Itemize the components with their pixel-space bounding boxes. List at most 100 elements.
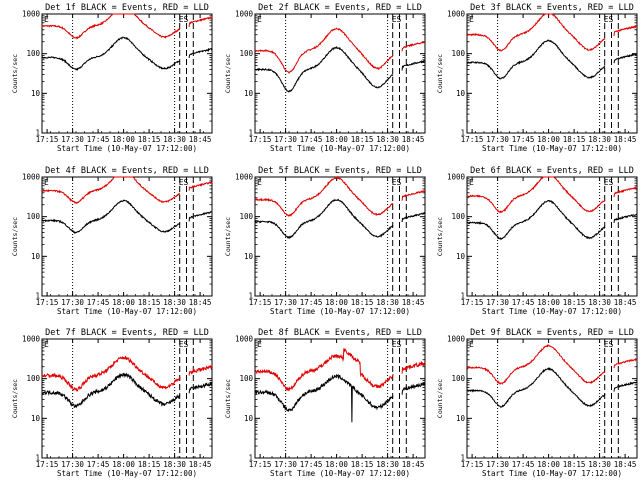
x-tick-label: 18:00 (112, 460, 135, 469)
panel-2: Det 2f BLACK = Events, RED = LLD 1 10 100 10… (224, 3, 426, 153)
flag-label: ES (604, 178, 614, 187)
y-tick-label: 1 (35, 454, 40, 463)
x-axis-label: Start Time (10-May-07 17:12:00) (270, 307, 410, 316)
x-tick-label: 17:15 (461, 135, 484, 144)
x-tick-label: 17:15 (36, 460, 59, 469)
x-tick-label: 17:15 (36, 135, 59, 144)
x-tick-label: 17:45 (512, 460, 535, 469)
y-tick-label: 1000 (235, 10, 254, 19)
x-axis-label: Start Time (10-May-07 17:12:00) (482, 469, 622, 478)
panel-title: Det 5f BLACK = Events, RED = LLD (258, 166, 422, 176)
x-tick-label: 17:30 (61, 298, 84, 307)
x-axis-label: Start Time (10-May-07 17:12:00) (57, 469, 197, 478)
x-tick-label: 17:15 (461, 460, 484, 469)
x-tick-label: 18:15 (351, 135, 374, 144)
y-axis-label: Counts/sec (11, 54, 19, 93)
x-tick-label: 18:45 (402, 135, 425, 144)
x-tick-label: 17:45 (300, 135, 323, 144)
flag-label: ES (604, 340, 614, 349)
y-tick-label: 10 (244, 89, 254, 98)
y-tick-label: 1000 (235, 335, 254, 344)
x-tick-label: 17:30 (274, 460, 297, 469)
x-tick-label: 17:15 (36, 298, 59, 307)
x-tick-label: 18:00 (112, 298, 135, 307)
x-tick-label: 18:30 (588, 135, 611, 144)
panel-title: Det 8f BLACK = Events, RED = LLD (258, 328, 422, 338)
x-tick-label: 17:45 (300, 460, 323, 469)
y-axis-label: Counts/sec (224, 54, 232, 93)
flag-label: E (469, 340, 474, 349)
y-tick-label: 1 (248, 129, 253, 138)
panel-title: Det 4f BLACK = Events, RED = LLD (45, 166, 209, 176)
x-tick-label: 18:30 (588, 460, 611, 469)
y-tick-label: 100 (239, 374, 253, 383)
y-axis-label: Counts/sec (11, 379, 19, 418)
x-tick-label: 18:45 (402, 460, 425, 469)
y-tick-label: 100 (451, 212, 465, 221)
panel-4: Det 4f BLACK = Events, RED = LLD 1 10 100 10… (11, 166, 213, 316)
x-tick-label: 18:45 (189, 135, 212, 144)
x-tick-label: 17:30 (486, 460, 509, 469)
x-tick-label: 18:00 (537, 298, 560, 307)
y-tick-label: 1 (460, 129, 465, 138)
y-tick-label: 1000 (235, 173, 254, 182)
y-axis-label: Counts/sec (436, 217, 444, 256)
x-tick-label: 18:15 (351, 298, 374, 307)
panel-7: Det 7f BLACK = Events, RED = LLD 1 10 100 10… (11, 328, 213, 478)
x-tick-label: 18:30 (376, 460, 399, 469)
y-tick-label: 100 (451, 49, 465, 58)
x-tick-label: 18:15 (138, 135, 161, 144)
events-series (254, 46, 426, 93)
y-tick-label: 10 (456, 89, 466, 98)
y-axis-label: Counts/sec (436, 54, 444, 93)
y-tick-label: 10 (456, 252, 466, 261)
panel-9: Det 9f BLACK = Events, RED = LLD 1 10 100 10… (436, 328, 638, 478)
x-tick-label: 18:00 (325, 460, 348, 469)
x-tick-label: 17:15 (249, 298, 272, 307)
lld-series (466, 13, 638, 52)
flag-label: ES (179, 340, 189, 349)
y-tick-label: 1 (460, 292, 465, 301)
x-tick-label: 18:15 (351, 460, 374, 469)
x-tick-label: 17:45 (512, 298, 535, 307)
flag-label: ES (392, 15, 402, 24)
y-tick-label: 1 (460, 454, 465, 463)
y-axis-label: Counts/sec (11, 217, 19, 256)
lld-series (254, 175, 426, 217)
y-axis-label: Counts/sec (224, 217, 232, 256)
lld-series (41, 176, 213, 205)
lld-series (41, 355, 213, 392)
y-tick-label: 1 (248, 454, 253, 463)
lld-series (41, 13, 213, 40)
x-tick-label: 18:30 (376, 298, 399, 307)
x-tick-label: 18:15 (138, 298, 161, 307)
events-series (254, 373, 426, 423)
y-tick-label: 1 (35, 292, 40, 301)
flag-label: ES (392, 178, 402, 187)
x-tick-label: 17:15 (249, 460, 272, 469)
x-tick-label: 18:15 (563, 298, 586, 307)
x-tick-label: 18:00 (112, 135, 135, 144)
events-series (254, 198, 426, 240)
x-tick-label: 17:45 (87, 298, 110, 307)
panel-title: Det 3f BLACK = Events, RED = LLD (470, 3, 634, 13)
y-tick-label: 1000 (447, 10, 466, 19)
y-tick-label: 1000 (22, 10, 41, 19)
panel-8: Det 8f BLACK = Events, RED = LLD 1 10 100 10… (224, 328, 426, 478)
x-tick-label: 17:30 (486, 135, 509, 144)
y-axis-label: Counts/sec (224, 379, 232, 418)
x-axis-label: Start Time (10-May-07 17:12:00) (482, 307, 622, 316)
lld-series (254, 347, 426, 392)
y-tick-label: 100 (451, 374, 465, 383)
y-tick-label: 1000 (447, 335, 466, 344)
x-tick-label: 18:00 (325, 135, 348, 144)
y-tick-label: 1 (248, 292, 253, 301)
x-tick-label: 18:30 (163, 298, 186, 307)
flag-label: E (44, 15, 49, 24)
y-tick-label: 10 (244, 252, 254, 261)
flag-label: ES (392, 340, 402, 349)
x-tick-label: 17:45 (512, 135, 535, 144)
x-axis-label: Start Time (10-May-07 17:12:00) (270, 144, 410, 153)
x-tick-label: 18:00 (537, 135, 560, 144)
